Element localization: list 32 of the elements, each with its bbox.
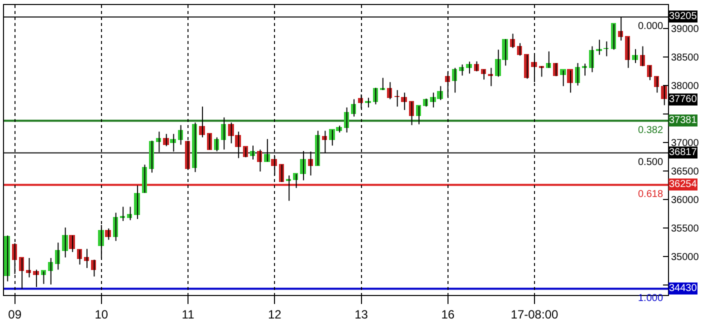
annotation: 0.618 [638,189,664,200]
ref-line-label: 36817 [669,147,698,158]
candlestick [560,69,566,87]
x-tick-label: 09 [8,307,22,322]
x-tick-label: 16 [441,307,455,322]
annotation: 1.000 [638,293,664,304]
y-tick-label: 37000 [671,138,700,149]
x-tick-label: 17-08:00 [510,307,558,322]
x-tick-label: 11 [182,307,195,322]
candlestick [365,97,371,108]
y-tick-label: 36500 [671,166,700,178]
x-tick-label: 12 [268,307,282,322]
y-tick-label: 39000 [671,24,700,36]
candlestick [596,39,602,56]
candlestick [603,40,609,57]
y-tick-label: 36000 [671,194,700,206]
y-tick-label: 35000 [671,252,700,263]
candlestick [394,90,400,108]
candlestick [41,270,46,284]
y-tick-label: 38500 [671,52,700,64]
annotation: 0.000 [638,21,664,32]
y-tick-label: 35500 [671,223,700,234]
annotation: 0.382 [638,125,664,136]
x-tick-label: 13 [354,307,368,322]
annotation: 0.500 [638,157,664,168]
ref-line-label: 39205 [669,11,698,22]
ref-line-label: 36254 [669,179,698,190]
y-tick-label: 38000 [671,81,700,92]
annotation: 37760 [669,94,698,105]
ref-line-label: 34430 [669,283,698,294]
x-tick-label: 10 [94,307,108,322]
ref-line-label: 37381 [669,115,698,126]
